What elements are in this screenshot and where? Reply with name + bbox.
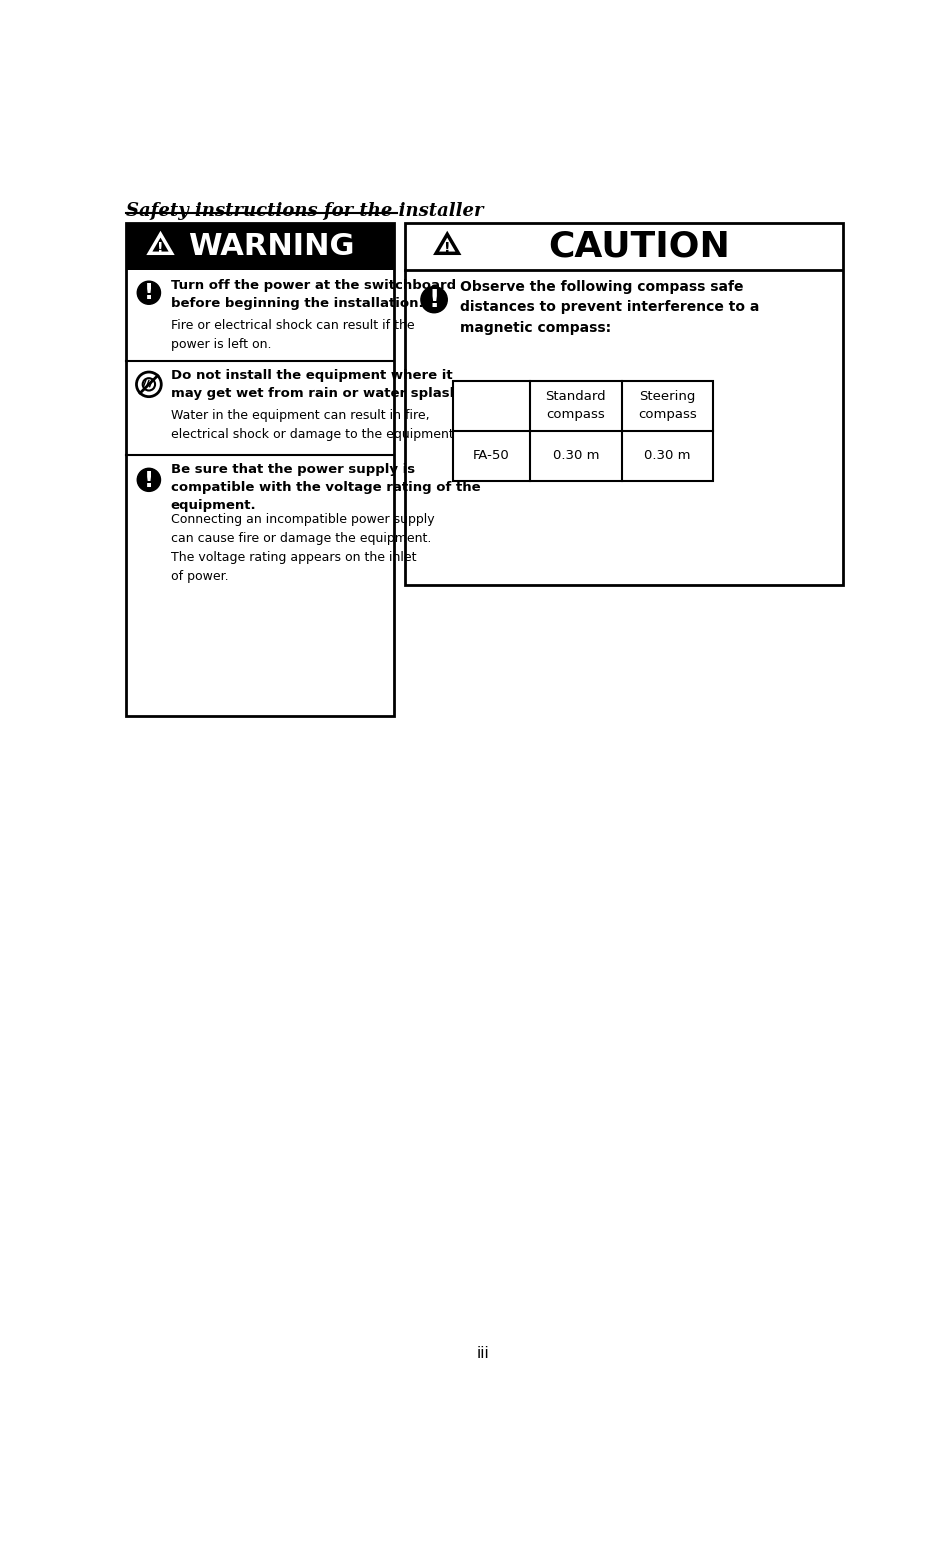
Text: Connecting an incompatible power supply
can cause fire or damage the equipment.
: Connecting an incompatible power supply … — [171, 513, 434, 582]
Text: !: ! — [444, 242, 451, 256]
Bar — [453, 381, 713, 481]
Text: iii: iii — [477, 1347, 489, 1362]
Text: Fire or electrical shock can result if the
power is left on.: Fire or electrical shock can result if t… — [171, 319, 414, 351]
Text: Standard
compass: Standard compass — [546, 390, 606, 421]
Text: CAUTION: CAUTION — [548, 230, 730, 264]
Text: WARNING: WARNING — [188, 233, 355, 260]
Text: !: ! — [157, 242, 164, 256]
Text: 0.30 m: 0.30 m — [553, 448, 599, 462]
Bar — [125, 223, 394, 270]
Text: Steering
compass: Steering compass — [638, 390, 697, 421]
Text: !: ! — [144, 470, 154, 490]
Circle shape — [138, 280, 160, 304]
Bar — [405, 223, 842, 586]
Text: !: ! — [144, 284, 154, 304]
Text: Turn off the power at the switchboard
before beginning the installation.: Turn off the power at the switchboard be… — [171, 279, 455, 310]
Text: FA-50: FA-50 — [473, 448, 510, 462]
Circle shape — [421, 287, 447, 313]
Text: Observe the following compass safe
distances to prevent interference to a
magnet: Observe the following compass safe dista… — [460, 280, 760, 334]
Text: Water in the equipment can result in fire,
electrical shock or damage to the equ: Water in the equipment can result in fir… — [171, 408, 457, 441]
Bar — [125, 223, 394, 717]
Text: Be sure that the power supply is
compatible with the voltage rating of the
equip: Be sure that the power supply is compati… — [171, 462, 480, 512]
Text: Safety instructions for the installer: Safety instructions for the installer — [125, 202, 483, 220]
Circle shape — [138, 468, 160, 492]
Text: Do not install the equipment where it
may get wet from rain or water splash.: Do not install the equipment where it ma… — [171, 368, 464, 401]
Text: 0.30 m: 0.30 m — [644, 448, 690, 462]
Text: !: ! — [428, 288, 439, 313]
